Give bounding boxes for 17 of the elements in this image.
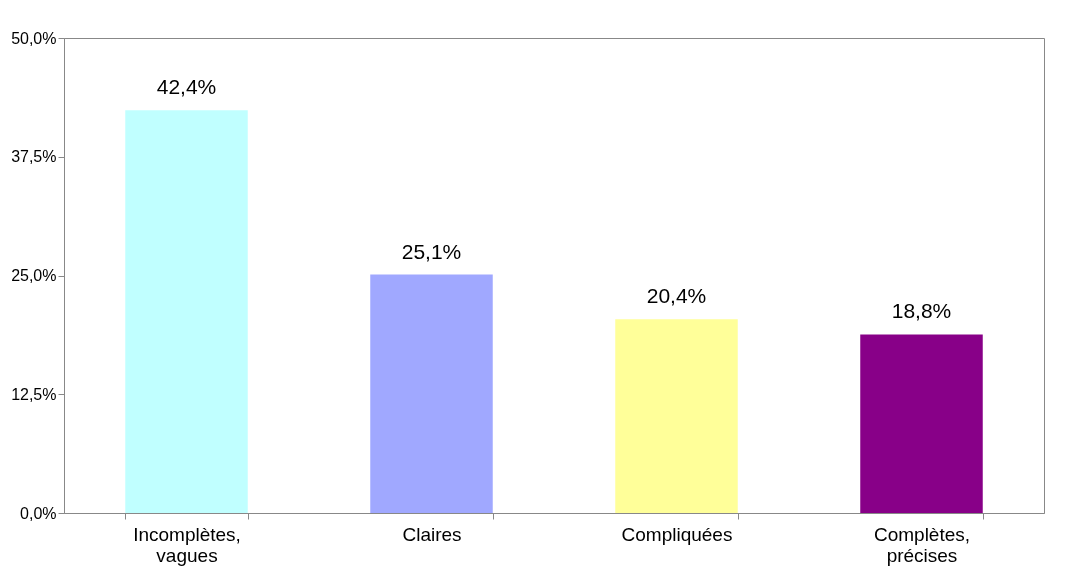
bar — [615, 319, 738, 513]
data-label: 18,8% — [891, 299, 952, 323]
bar — [860, 334, 983, 513]
x-tick-label: Compliquées — [621, 523, 733, 545]
y-tick-label: 25,0% — [11, 267, 57, 284]
bar — [370, 274, 493, 513]
data-label: 25,1% — [401, 239, 462, 263]
bar — [125, 110, 248, 513]
data-label: 20,4% — [646, 284, 707, 308]
x-tick-label: Claires — [402, 523, 462, 545]
x-tick-label: Incomplètes, vagues — [133, 523, 241, 566]
x-tick-label: Complètes, précises — [873, 523, 971, 566]
data-label: 42,4% — [156, 75, 217, 99]
y-tick-label: 37,5% — [11, 148, 57, 166]
y-tick-label: 50,0% — [11, 29, 57, 47]
y-tick-label: 12,5% — [11, 385, 57, 403]
y-tick-label: 0,0% — [20, 504, 57, 522]
